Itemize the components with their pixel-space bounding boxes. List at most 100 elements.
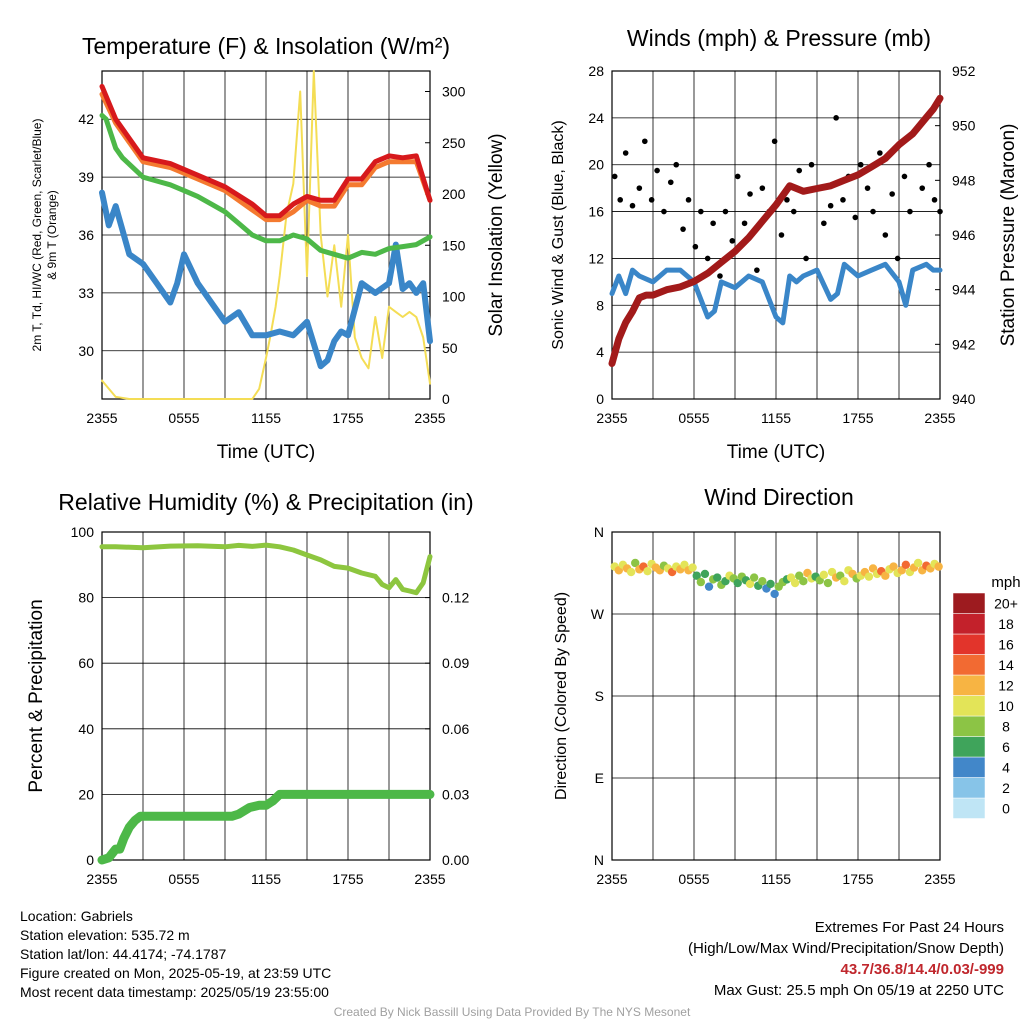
- legend-label: 14: [998, 657, 1014, 673]
- winds-gust-point: [654, 167, 660, 174]
- winds-ytick-right-label: 948: [952, 172, 976, 188]
- direction-xtick-label: 1755: [842, 871, 873, 887]
- humidity-xtick-label: 1155: [251, 871, 281, 887]
- humidity-ylabel: Percent & Precipitation: [26, 599, 47, 792]
- humidity-ytick-label: 60: [78, 655, 94, 671]
- direction-point: [696, 577, 706, 587]
- legend-swatch: [952, 756, 986, 778]
- winds-xtick-label: 0555: [678, 410, 709, 426]
- direction-point: [881, 571, 890, 580]
- extremes-values: 43.7/36.8/14.4/0.03/-999: [840, 961, 1004, 978]
- direction-ytick-label: N: [594, 524, 604, 540]
- winds-xtick-label: 2355: [596, 410, 627, 426]
- max-gust: Max Gust: 25.5 mph On 05/19 at 2250 UTC: [713, 982, 1004, 999]
- winds-gust-point: [747, 191, 753, 197]
- winds-pressure-line: [608, 94, 944, 367]
- legend-swatch: [952, 695, 986, 717]
- winds-xtick-label: 2355: [924, 410, 955, 426]
- winds-gust-point: [636, 185, 643, 191]
- direction-ytick-label: N: [594, 852, 604, 868]
- direction-point: [819, 570, 829, 580]
- winds-gust-point: [617, 197, 623, 203]
- humidity-ytick-label: 20: [78, 786, 94, 802]
- temperature-ytick-right-label: 300: [442, 84, 466, 100]
- legend-label: 2: [1002, 780, 1010, 796]
- winds-gust-point: [937, 208, 943, 215]
- direction-point: [889, 562, 898, 571]
- winds-gust-point: [882, 232, 889, 238]
- temperature-series-blue: [99, 189, 433, 370]
- winds-gust-point: [692, 243, 699, 250]
- winds-gust-point: [698, 208, 704, 215]
- winds-gust-point: [803, 255, 809, 262]
- winds-gust-point: [870, 208, 876, 215]
- temperature-ylabel-line1: 2m T, Td, HI/WC (Red, Green, Scarlet/Blu…: [30, 119, 44, 352]
- winds-gust-point: [827, 202, 834, 209]
- winds-gust-point: [661, 208, 667, 215]
- winds-gust-point: [622, 150, 629, 156]
- temperature-ytick-label: 42: [78, 111, 94, 127]
- winds-ytick-right-label: 950: [952, 118, 976, 134]
- winds-gust-point: [907, 208, 913, 215]
- humidity-precip-line: [97, 789, 435, 865]
- legend-label: 4: [1002, 759, 1010, 775]
- winds-gust-point: [808, 161, 815, 168]
- direction-frame: [611, 531, 941, 861]
- direction-point: [790, 578, 800, 588]
- winds-frame: [611, 70, 941, 400]
- temperature-series-green: [99, 112, 433, 261]
- humidity-rh-line: [99, 542, 433, 596]
- legend-label: 0: [1002, 800, 1010, 816]
- humidity-ytick-label: 80: [78, 590, 94, 606]
- winds-ylabel: Sonic Wind & Gust (Blue, Black): [550, 120, 567, 349]
- winds-gust-point: [680, 226, 686, 232]
- direction-point: [749, 573, 759, 582]
- winds-gust-point: [741, 220, 748, 227]
- winds-gust-point: [821, 220, 827, 227]
- legend-swatch: [952, 797, 986, 819]
- station-elevation: Station elevation: 535.72 m: [20, 927, 190, 943]
- direction-ytick-label: W: [591, 606, 605, 622]
- winds-ylabel-right: Station Pressure (Maroon): [998, 124, 1019, 347]
- winds-gust-point: [852, 214, 859, 221]
- direction-xtick-label: 2355: [596, 871, 627, 887]
- legend-swatch: [952, 777, 986, 799]
- temperature-series-yellow: [101, 70, 431, 400]
- direction-point: [758, 577, 767, 586]
- direction-point: [934, 562, 943, 571]
- legend-title: mph: [991, 574, 1020, 591]
- direction-ytick-label: S: [595, 688, 604, 704]
- legend-swatch: [952, 654, 986, 676]
- winds-gust-point: [778, 232, 785, 238]
- extremes-heading: Extremes For Past 24 Hours: [814, 919, 1004, 936]
- temperature-ytick-right-label: 150: [442, 237, 466, 253]
- direction-point: [713, 573, 722, 582]
- legend-label: 8: [1002, 718, 1010, 734]
- temperature-xtick-label: 0555: [168, 410, 199, 426]
- legend-label: 12: [998, 677, 1014, 693]
- winds-gust-point: [611, 173, 618, 180]
- direction-point: [799, 577, 808, 586]
- temperature-ytick-right-label: 50: [442, 340, 458, 356]
- temperature-series-red: [99, 83, 433, 219]
- winds-ytick-label: 20: [588, 157, 604, 173]
- legend-label: 18: [998, 616, 1014, 632]
- winds-gust-point: [926, 161, 932, 168]
- humidity-ytick-right-label: 0.09: [442, 655, 469, 671]
- humidity-xtick-label: 0555: [168, 871, 199, 887]
- winds-gust-point: [931, 197, 938, 203]
- direction-point: [733, 578, 742, 588]
- temperature-frame: [101, 70, 431, 400]
- winds-ytick-right-label: 944: [952, 282, 976, 298]
- direction-point: [823, 578, 833, 588]
- legend-label: 20+: [994, 595, 1018, 611]
- recent-timestamp: Most recent data timestamp: 2025/05/19 2…: [20, 984, 329, 1000]
- temperature-ytick-label: 36: [78, 227, 94, 243]
- temperature-xlabel: Time (UTC): [217, 442, 316, 463]
- winds-gust-point: [784, 197, 790, 203]
- winds-gust-point: [717, 273, 723, 279]
- temperature-ylabel-line2: & 9m T (Orange): [45, 190, 59, 280]
- winds-gust-point: [704, 255, 711, 262]
- temperature-xtick-label: 1755: [332, 410, 363, 426]
